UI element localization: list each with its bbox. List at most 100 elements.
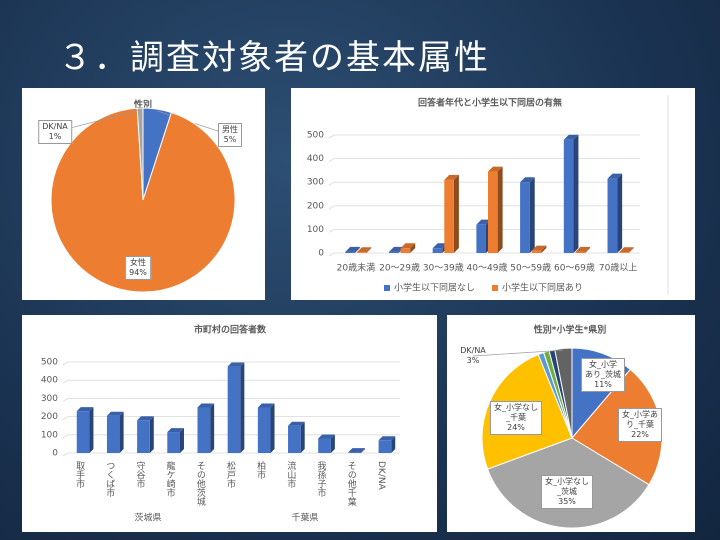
bar <box>348 452 362 453</box>
bar <box>432 248 443 253</box>
bar-side <box>89 407 94 453</box>
bar <box>520 182 530 253</box>
legend-label: 小学生以下同居あり <box>502 282 583 294</box>
y-tick-label: 500 <box>41 358 58 368</box>
bar <box>388 251 399 253</box>
y-tick-label: 200 <box>307 201 324 211</box>
bar-side <box>617 173 623 253</box>
label-name: 女_小学 あり_茨城 <box>585 360 621 379</box>
y-tick-label: 500 <box>307 131 324 141</box>
leader-line <box>472 349 564 357</box>
label-value: 3% <box>466 356 480 365</box>
chart-title: 回答者年代と小学生以下同居の有無 <box>418 97 562 109</box>
bar <box>619 252 629 253</box>
bar <box>76 411 90 453</box>
chart-title: 性別*小学生*県別 <box>534 324 606 336</box>
bar <box>137 420 150 453</box>
y-tick-label: 0 <box>318 249 324 259</box>
x-tick-label: 守谷市 <box>134 460 145 489</box>
grid-line <box>328 181 640 186</box>
slide-title: ３．調査対象者の基本属性 <box>58 38 490 78</box>
data-label: 女性 94% <box>125 256 151 280</box>
y-tick-label: 400 <box>41 376 58 386</box>
bar-side <box>270 403 275 453</box>
data-label: DK/NA 3% <box>460 346 486 366</box>
label-value: 24% <box>507 423 525 432</box>
x-tick-label: その他茨城 <box>195 461 206 507</box>
bar-side <box>300 421 305 453</box>
legend-swatch <box>384 285 390 291</box>
bar-side <box>119 411 124 453</box>
bar-top <box>488 166 503 172</box>
pie-slice <box>136 107 144 201</box>
bar <box>167 432 180 453</box>
bar-side <box>497 166 503 253</box>
label-value: 1% <box>48 132 62 141</box>
bar-side <box>210 403 215 453</box>
bar-side <box>149 416 154 453</box>
x-tick-label: 60～69歳 <box>554 262 595 274</box>
grid-line <box>328 205 640 210</box>
pie-slice <box>554 347 573 439</box>
label-name: DK/NA <box>42 122 68 131</box>
bar-side <box>330 434 335 453</box>
bar-top <box>400 243 416 249</box>
bar-top <box>563 134 579 140</box>
x-tick-label: 70歳以上 <box>599 262 637 274</box>
bar-top <box>227 362 245 367</box>
x-tick-label: 20～29歳 <box>379 262 420 274</box>
bar <box>476 224 486 253</box>
x-tick-label: 40～49歳 <box>467 262 508 274</box>
bar-top <box>388 246 404 252</box>
group-label: 茨城県 <box>134 512 161 524</box>
bar-top <box>345 246 360 252</box>
label-name: 女_小学なし _千葉 <box>494 403 538 422</box>
x-tick-label: DK/NA <box>376 461 386 491</box>
grid-line <box>62 397 400 402</box>
bar-top <box>531 245 547 251</box>
bar <box>318 438 331 453</box>
bar-side <box>410 243 416 253</box>
bar-side <box>240 362 245 453</box>
bar-side <box>585 246 591 253</box>
group-label: 千葉県 <box>291 512 318 524</box>
legend-label: 小学生以下同居なし <box>394 282 475 294</box>
bar-side <box>391 436 396 453</box>
data-label: 女_小学 あり_茨城 11% <box>581 358 625 392</box>
y-tick-label: 400 <box>307 154 324 164</box>
data-label: 男性 5% <box>218 123 242 147</box>
label-name: 女性 <box>130 258 146 267</box>
label-name: 女_小学なし _茨城 <box>545 477 589 496</box>
label-name: 女_小学あ り_千葉 <box>622 410 658 429</box>
bar-side <box>354 246 360 253</box>
bar-top <box>257 403 275 408</box>
label-value: 35% <box>558 497 576 506</box>
data-label: DK/NA 1% <box>38 120 72 144</box>
bar-side <box>366 247 372 253</box>
pie-slice <box>50 107 236 293</box>
grid-line <box>62 379 400 384</box>
bar <box>197 407 211 453</box>
data-label: 女_小学なし _茨城 35% <box>541 475 593 509</box>
legend-swatch <box>492 285 498 291</box>
bar-top <box>288 421 305 426</box>
grid-line <box>328 134 640 139</box>
grid-line <box>62 416 400 420</box>
label-value: 5% <box>223 135 237 144</box>
x-tick-label: 柏市 <box>255 460 266 480</box>
bar-top <box>197 403 215 408</box>
y-tick-label: 100 <box>41 430 58 440</box>
data-label: 女_小学なし _千葉 24% <box>490 401 542 435</box>
bar-top <box>356 247 372 253</box>
bar-side <box>361 448 366 453</box>
bar-side <box>541 245 547 253</box>
bar-top <box>76 407 94 412</box>
bar-top <box>167 428 184 433</box>
x-tick-label: つくば市 <box>104 461 115 498</box>
x-tick-label: 龍ケ崎市 <box>165 460 176 498</box>
bar <box>257 407 271 453</box>
bar <box>607 178 618 253</box>
bar <box>227 366 241 453</box>
